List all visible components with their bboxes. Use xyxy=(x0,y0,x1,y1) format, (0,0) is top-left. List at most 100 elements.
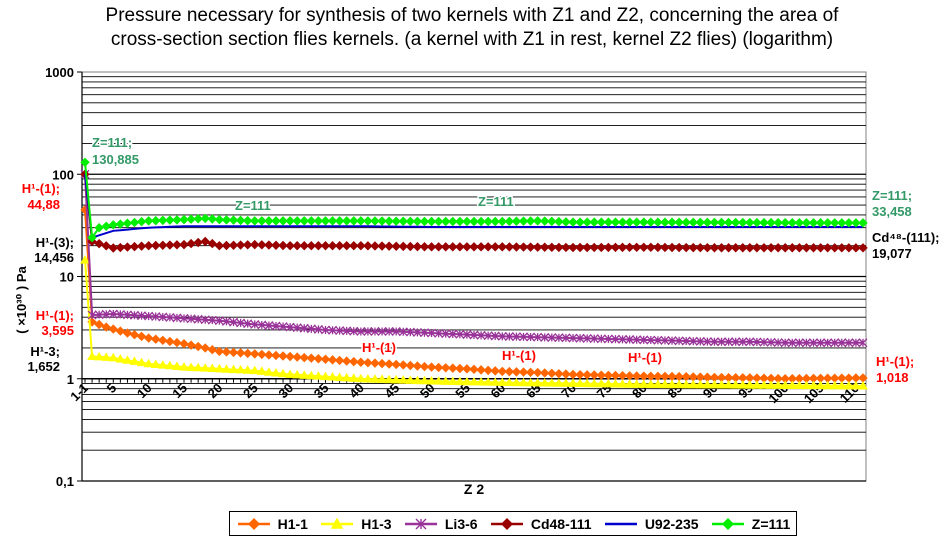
data-point xyxy=(525,216,536,226)
data-point xyxy=(674,242,684,253)
data-point xyxy=(554,378,564,387)
data-point xyxy=(801,338,811,348)
data-point xyxy=(568,333,578,343)
data-point xyxy=(660,242,670,253)
data-point xyxy=(490,377,501,386)
data-point xyxy=(610,217,621,227)
data-point xyxy=(207,238,218,249)
legend-label: Li3-6 xyxy=(444,515,478,532)
data-point xyxy=(759,380,769,389)
data-point xyxy=(759,243,769,253)
data-point xyxy=(667,379,677,389)
data-point xyxy=(730,243,741,253)
data-point xyxy=(490,242,500,252)
data-point xyxy=(136,357,147,367)
data-point xyxy=(257,320,267,330)
data-point xyxy=(843,380,854,390)
data-point xyxy=(454,376,465,386)
data-point xyxy=(504,216,515,227)
data-point xyxy=(476,216,486,227)
data-point xyxy=(448,242,458,252)
data-point xyxy=(122,218,133,228)
data-point xyxy=(426,362,437,372)
data-point xyxy=(462,216,472,227)
x-axis-label: Z 2 xyxy=(464,481,484,497)
data-point xyxy=(193,341,203,352)
data-point xyxy=(405,216,416,227)
data-point xyxy=(186,214,196,224)
series-z-111 xyxy=(80,157,868,243)
data-point xyxy=(172,313,182,323)
data-point xyxy=(752,217,762,228)
annotation-label: Z=111; xyxy=(872,188,912,203)
data-point xyxy=(653,242,663,253)
data-point xyxy=(787,217,797,228)
data-point xyxy=(158,312,168,322)
data-point xyxy=(808,218,819,228)
data-point xyxy=(334,216,345,226)
data-point xyxy=(384,327,394,336)
data-point xyxy=(837,218,847,228)
data-point xyxy=(631,242,642,253)
data-point xyxy=(667,242,677,253)
data-point xyxy=(766,243,776,253)
data-point xyxy=(200,363,211,372)
data-point xyxy=(625,335,635,344)
data-point xyxy=(518,242,529,252)
data-point xyxy=(709,243,720,253)
data-point xyxy=(539,378,550,387)
legend-label: H1-3 xyxy=(361,515,392,532)
data-point xyxy=(87,232,97,243)
data-point xyxy=(108,309,118,319)
data-point xyxy=(278,240,288,251)
data-point xyxy=(596,378,607,388)
data-point xyxy=(646,335,656,345)
data-point xyxy=(441,329,451,339)
data-point xyxy=(618,334,627,344)
data-point xyxy=(695,242,706,253)
data-point xyxy=(483,242,493,252)
data-point xyxy=(723,243,734,253)
data-point xyxy=(292,241,302,251)
data-point xyxy=(250,319,260,329)
data-point xyxy=(851,243,861,253)
data-point xyxy=(497,242,507,252)
data-point xyxy=(504,377,515,387)
data-point xyxy=(794,218,805,228)
data-point xyxy=(610,379,621,388)
annotation-label: Z=111 xyxy=(478,194,514,209)
data-point xyxy=(610,242,621,253)
data-point xyxy=(617,242,628,253)
legend-swatch xyxy=(604,522,637,525)
data-point xyxy=(738,217,748,228)
data-point xyxy=(151,312,161,321)
series-u92-235 xyxy=(84,174,863,239)
data-point xyxy=(794,243,805,253)
data-point xyxy=(532,367,543,378)
data-point xyxy=(731,337,741,347)
data-point xyxy=(815,218,826,228)
data-point xyxy=(441,363,451,373)
data-point xyxy=(355,373,366,383)
data-point xyxy=(822,218,833,228)
data-point xyxy=(716,217,727,228)
data-point xyxy=(809,338,818,348)
data-point xyxy=(313,371,324,380)
data-point xyxy=(851,380,861,390)
data-point xyxy=(518,367,529,377)
data-point xyxy=(433,242,444,252)
data-point xyxy=(250,349,260,359)
data-point xyxy=(334,372,345,381)
legend-item: Z=111 xyxy=(710,516,790,532)
y-tick-label: 0,1 xyxy=(56,474,74,489)
data-point xyxy=(221,316,231,326)
data-point xyxy=(639,217,649,227)
data-point xyxy=(172,240,182,250)
data-point xyxy=(603,217,614,227)
data-point xyxy=(858,243,868,253)
data-point xyxy=(370,358,380,368)
data-point xyxy=(759,217,769,228)
data-point xyxy=(646,217,656,227)
data-point xyxy=(561,378,571,387)
data-point xyxy=(441,242,451,252)
